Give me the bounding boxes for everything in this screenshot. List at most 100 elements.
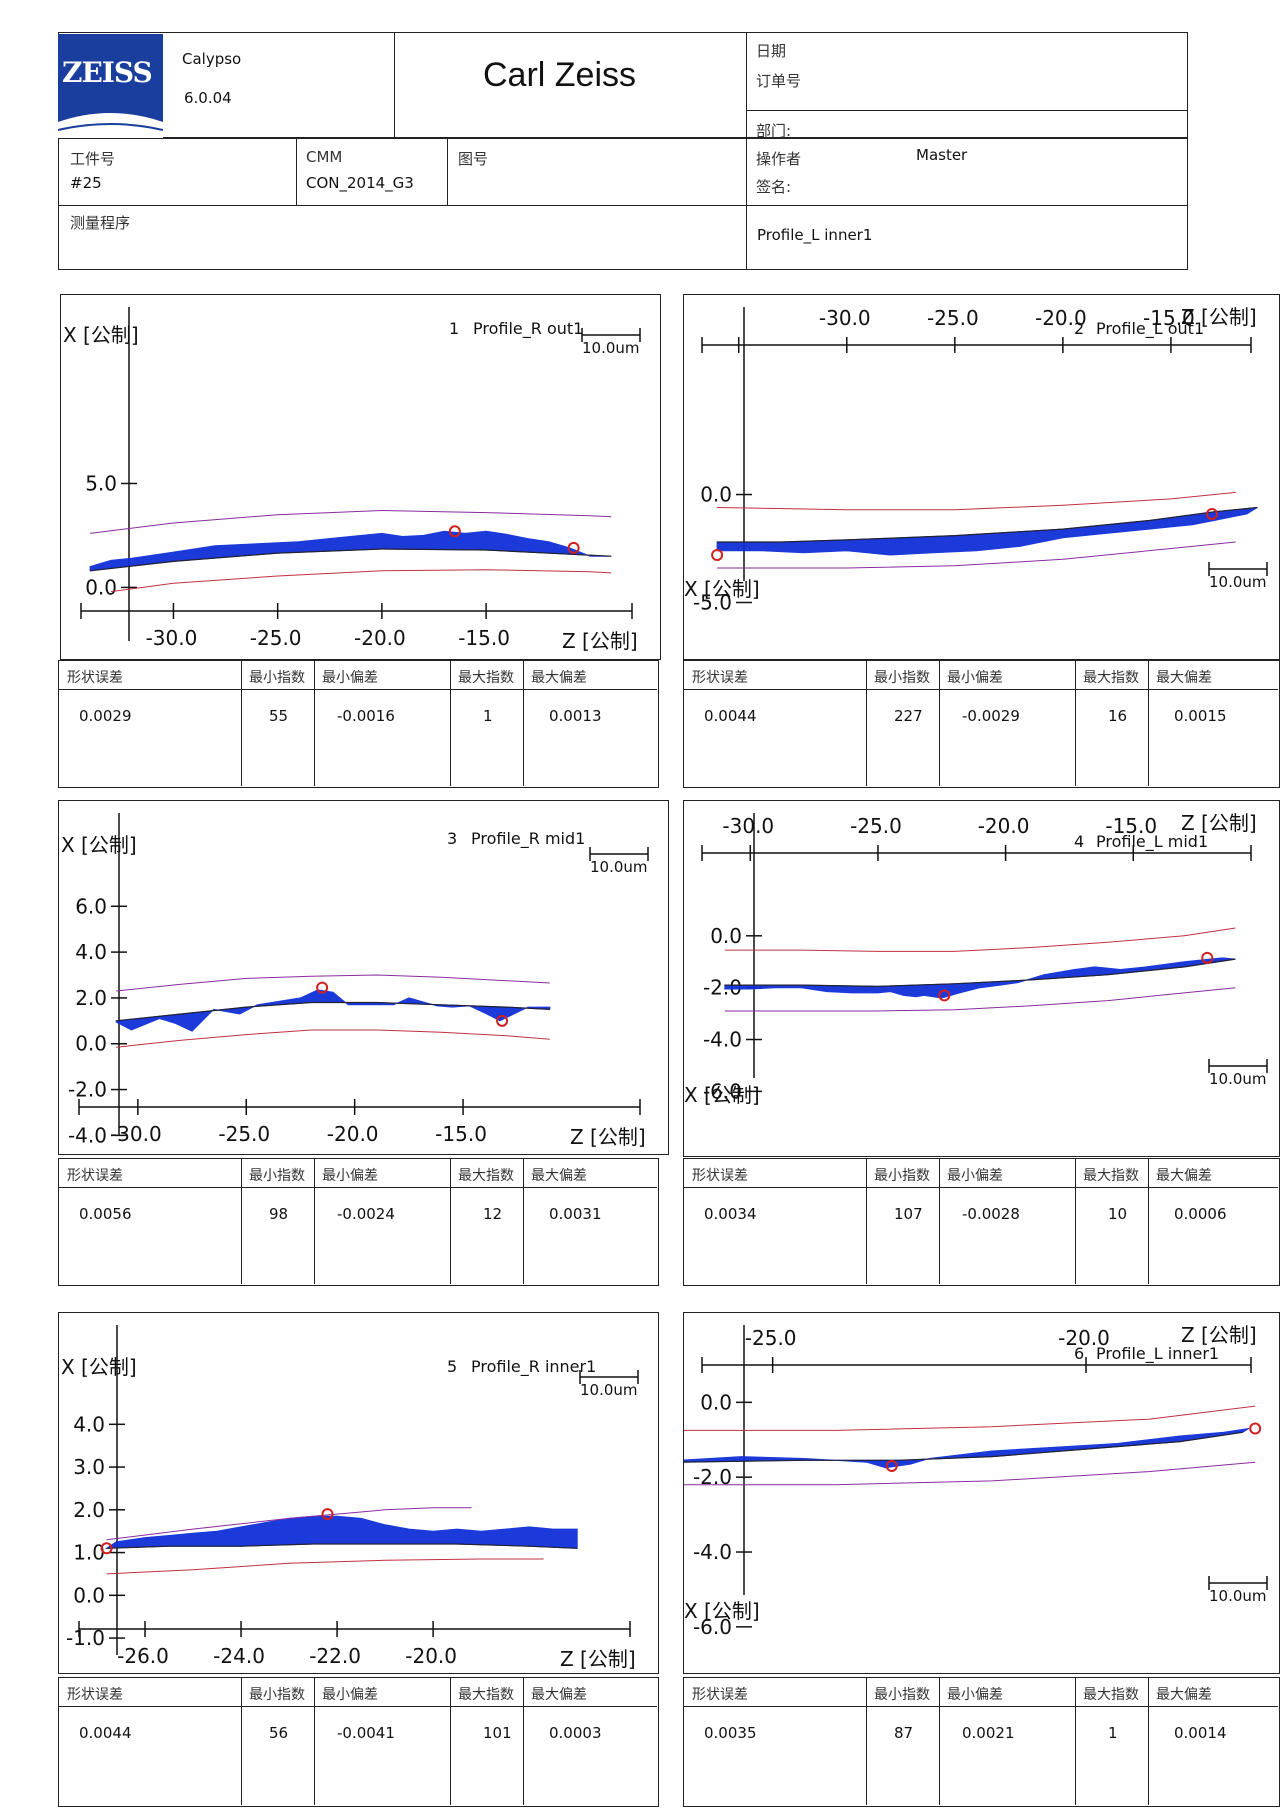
header-form-error: 形状误差 xyxy=(692,1168,748,1184)
extreme-point-marker xyxy=(316,981,329,994)
x-tick-label: 5.0 xyxy=(85,471,117,495)
value-max-dev: 0.0003 xyxy=(549,1724,602,1742)
value-min-index: 87 xyxy=(894,1724,914,1742)
profile-chart-2: -30.0 -25.0 -20.0 -15.0 -5.0 0.0 xyxy=(693,306,1268,615)
z-tick-label: -30.0 xyxy=(146,626,198,650)
chart-number: 2 xyxy=(1074,319,1085,338)
value-form-error: 0.0044 xyxy=(79,1724,132,1742)
program-value: Profile_L inner1 xyxy=(757,226,873,244)
chart-number: 3 xyxy=(447,829,458,848)
z-tick-label: -26.0 xyxy=(117,1644,169,1668)
extreme-point-marker xyxy=(1205,507,1218,520)
table-column-divider xyxy=(314,1159,315,1284)
operator-label: 操作者 xyxy=(756,150,802,168)
header-max-index: 最大指数 xyxy=(458,1168,514,1184)
header-form-error: 形状误差 xyxy=(692,1687,748,1703)
lower-tolerance-line xyxy=(116,1029,550,1048)
stats-table-5: 形状误差 0.0044 最小指数 56 最小偏差 -0.0041 最大指数 101 最大偏差 0.… xyxy=(58,1677,659,1807)
stats-table-1: 形状误差 0.0029 最小指数 55 最小偏差 -0.0016 最大指数 1 最大偏差 0.00… xyxy=(58,660,659,788)
extreme-point-marker xyxy=(448,525,461,538)
z-axis-label: Z [公制] xyxy=(1181,811,1257,835)
stats-table-2: 形状误差 0.0044 最小指数 227 最小偏差 -0.0029 最大指数 16 最大偏差 0.… xyxy=(683,660,1280,788)
table-column-divider xyxy=(1148,1678,1149,1805)
table-header-divider xyxy=(684,689,1278,690)
header-min-index: 最小指数 xyxy=(874,670,930,686)
chart-number: 4 xyxy=(1074,832,1085,851)
header-max-index: 最大指数 xyxy=(458,670,514,686)
table-column-divider xyxy=(866,1678,867,1805)
z-tick-label: -24.0 xyxy=(213,1644,265,1668)
cmm-label: CMM xyxy=(306,148,343,166)
drawing-label: 图号 xyxy=(458,150,489,168)
z-tick-label: -15.0 xyxy=(458,626,510,650)
z-tick-label: -20.0 xyxy=(1035,306,1087,330)
nominal-profile-line xyxy=(717,506,1258,543)
z-tick-label: -15.0 xyxy=(1105,814,1157,838)
header-min-dev: 最小偏差 xyxy=(947,1168,1003,1184)
order-label: 订单号 xyxy=(756,72,802,90)
table-header-divider xyxy=(59,1706,657,1707)
scale-label: 10.0um xyxy=(590,858,648,876)
table-column-divider xyxy=(241,1159,242,1284)
nominal-profile-line xyxy=(116,1001,550,1022)
table-column-divider xyxy=(1148,1159,1149,1284)
profile-chart-3: -30.0 -25.0 -20.0 -15.0 6.0 4.0 2.0 0.0 -2.0 -4.0 xyxy=(68,813,649,1147)
lower-tolerance-line xyxy=(717,491,1236,511)
value-min-index: 98 xyxy=(269,1205,289,1223)
company-title: Carl Zeiss xyxy=(483,56,637,94)
lower-tolerance-line xyxy=(110,569,612,593)
x-axis-label: X [公制] xyxy=(684,1083,760,1107)
nominal-profile-line xyxy=(106,1543,578,1549)
chart-panel-5: -26.0 -24.0 -22.0 -20.0 4.0 3.0 2.0 1.0 0.0 -1.0 5… xyxy=(58,1312,659,1674)
header-max-index: 最大指数 xyxy=(458,1687,514,1703)
signature-label: 签名: xyxy=(756,178,792,196)
profile-chart-6: -25.0 -20.0 -6.0 -4.0 -2.0 0.0 xyxy=(684,1325,1268,1639)
table-column-divider xyxy=(314,1678,315,1805)
header-max-index: 最大指数 xyxy=(1083,1168,1139,1184)
stats-table-4: 形状误差 0.0034 最小指数 107 最小偏差 -0.0028 最大指数 10 最大偏差 0.… xyxy=(683,1158,1280,1286)
z-axis-label: Z [公制] xyxy=(1181,1323,1257,1347)
x-tick-label: -2.0 xyxy=(68,1078,107,1102)
chart-title: Profile_R out1 xyxy=(473,319,584,338)
upper-tolerance-line xyxy=(90,509,612,534)
date-label: 日期 xyxy=(756,42,787,60)
z-axis-label: Z [公制] xyxy=(570,1125,646,1149)
extreme-point-marker xyxy=(1249,1422,1262,1435)
header-max-dev: 最大偏差 xyxy=(531,1687,587,1703)
value-form-error: 0.0029 xyxy=(79,707,132,725)
deviation-area xyxy=(724,957,1236,999)
value-min-dev: -0.0016 xyxy=(337,707,395,725)
table-column-divider xyxy=(939,1678,940,1805)
table-header-divider xyxy=(684,1706,1278,1707)
table-column-divider xyxy=(1148,661,1149,786)
chart-title: Profile_L mid1 xyxy=(1096,832,1209,851)
chart-panel-4: -30.0 -25.0 -20.0 -15.0 -6.0 -4.0 -2.0 0.0 4 Prof… xyxy=(683,800,1280,1157)
x-tick-label: -6.0 xyxy=(693,1615,732,1639)
value-min-dev: 0.0021 xyxy=(962,1724,1015,1742)
value-form-error: 0.0035 xyxy=(704,1724,757,1742)
chart-title: Profile_R mid1 xyxy=(471,829,586,848)
x-tick-label: 4.0 xyxy=(75,940,107,964)
extreme-point-marker xyxy=(100,1542,113,1555)
z-tick-label: -25.0 xyxy=(745,1326,797,1350)
zeiss-logo-text: ZEISS xyxy=(62,56,153,89)
value-min-index: 107 xyxy=(894,1205,923,1223)
z-tick-label: -30.0 xyxy=(110,1122,162,1146)
value-max-index: 16 xyxy=(1108,707,1128,725)
scale-label: 10.0um xyxy=(1209,1587,1267,1605)
x-tick-label: 2.0 xyxy=(73,1498,105,1522)
x-tick-label: 0.0 xyxy=(700,1390,732,1414)
table-column-divider xyxy=(1075,661,1076,786)
x-tick-label: 1.0 xyxy=(73,1541,105,1565)
lower-tolerance-line xyxy=(106,1558,544,1575)
value-min-index: 55 xyxy=(269,707,289,725)
z-tick-label: -25.0 xyxy=(218,1122,270,1146)
header-min-index: 最小指数 xyxy=(874,1687,930,1703)
table-column-divider xyxy=(523,1159,524,1284)
value-form-error: 0.0034 xyxy=(704,1205,757,1223)
table-header-divider xyxy=(59,689,657,690)
upper-tolerance-line xyxy=(724,987,1236,1012)
program-label: 测量程序 xyxy=(70,214,131,232)
z-tick-label: -30.0 xyxy=(722,814,774,838)
z-tick-label: -20.0 xyxy=(978,814,1030,838)
